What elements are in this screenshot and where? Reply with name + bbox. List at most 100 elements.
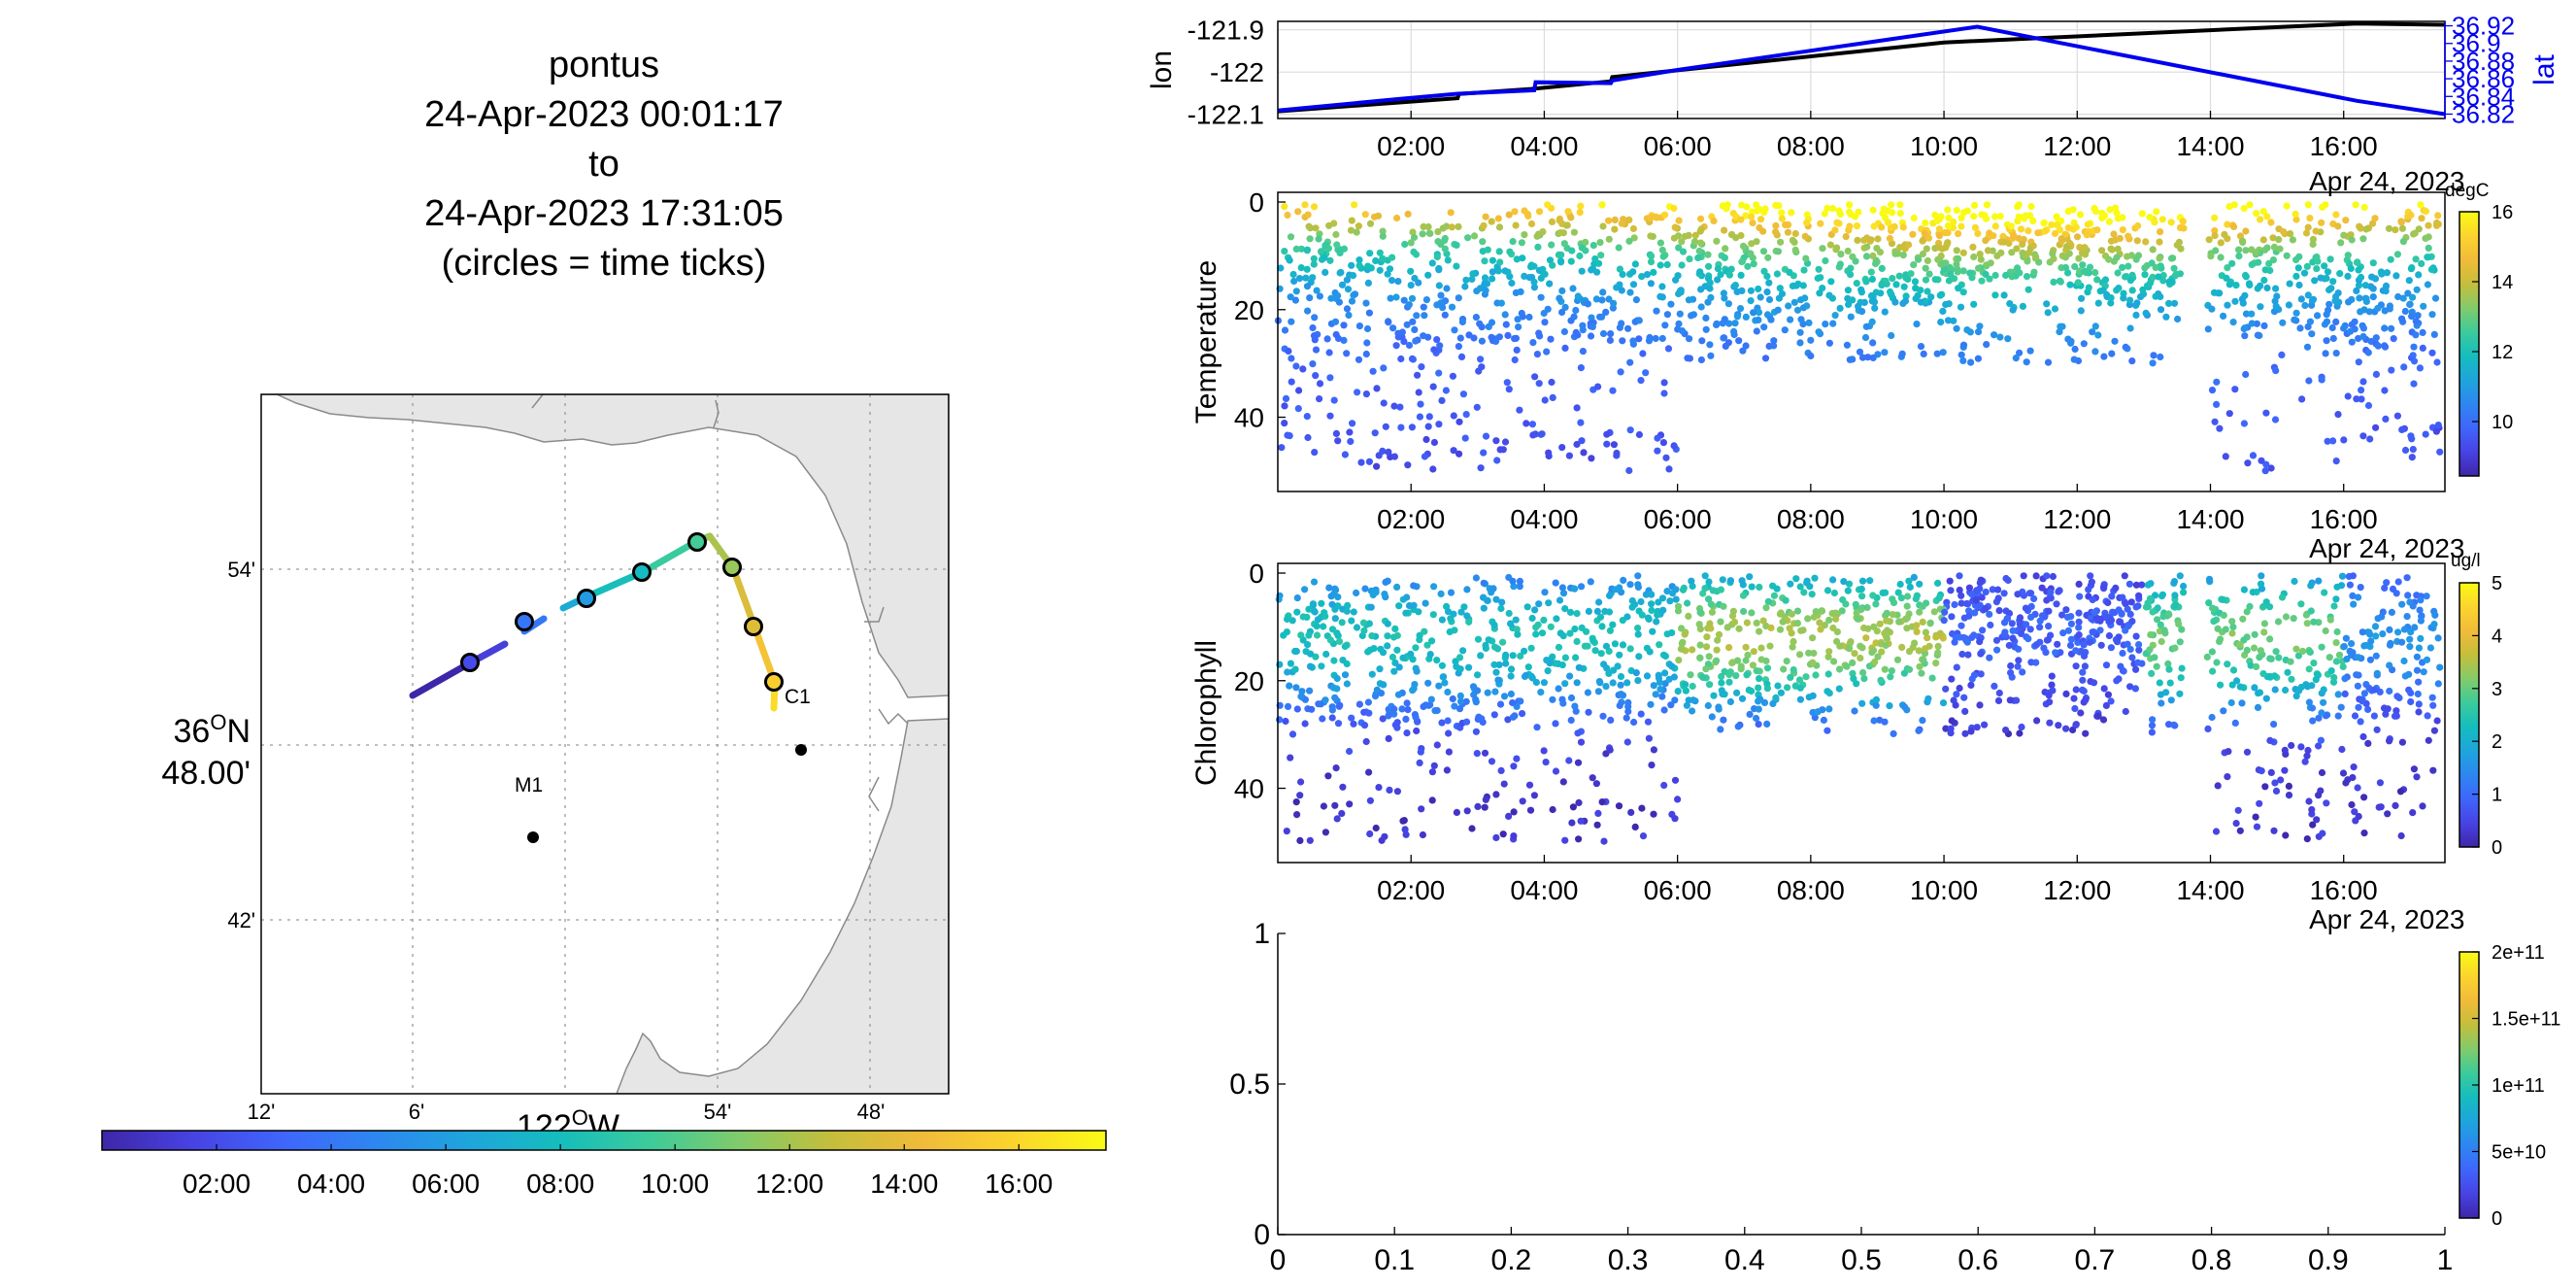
x-date-label: Apr 24, 2023 (2309, 166, 2464, 196)
scatter-point (2422, 234, 2429, 242)
scatter-point (2249, 589, 2257, 596)
scatter-point (2006, 696, 2014, 704)
scatter-point (2353, 395, 2360, 403)
scatter-point (1626, 358, 1634, 366)
scatter-point (1476, 320, 1484, 327)
scatter-point (2398, 224, 2406, 232)
scatter-point (1435, 266, 1443, 274)
scatter-point (2231, 719, 2239, 728)
scatter-point (2257, 216, 2264, 223)
scatter-point (2075, 609, 2083, 617)
scatter-point (2158, 216, 2166, 223)
scatter-point (1791, 246, 1799, 254)
scatter-point (1578, 267, 1586, 275)
scatter-point (1677, 645, 1685, 653)
scatter-point (1663, 588, 1671, 595)
scatter-point (1389, 324, 1397, 332)
scatter-point (1785, 302, 1792, 310)
scatter-point (1456, 692, 1464, 700)
scatter-point (1573, 637, 1581, 646)
scatter-point (1470, 232, 1479, 240)
y-tick-label: 1 (1254, 918, 1270, 950)
scatter-point (2224, 220, 2231, 228)
scatter-point (1777, 689, 1785, 696)
scatter-point (1483, 280, 1491, 288)
scatter-point (1455, 294, 1462, 302)
track-line (409, 532, 784, 712)
scatter-point (1870, 222, 1878, 230)
scatter-point (1726, 577, 1734, 585)
scatter-point (1437, 590, 1445, 598)
scatter-point (1896, 244, 1904, 252)
scatter-point (1355, 356, 1363, 363)
scatter-point (1609, 621, 1617, 628)
scatter-point (1388, 254, 1396, 261)
scatter-point (2008, 620, 2016, 627)
scatter-point (1519, 254, 1526, 262)
scatter-point (1316, 380, 1324, 388)
scatter-point (2159, 613, 2167, 621)
scatter-point (2281, 766, 2289, 774)
scatter-point (2417, 634, 2425, 643)
scatter-point (2132, 603, 2140, 611)
scatter-point (1588, 455, 1595, 462)
scatter-point (1764, 254, 1772, 261)
scatter-point (1778, 215, 1786, 222)
scatter-point (2328, 323, 2336, 332)
scatter-point (1869, 339, 1877, 347)
scatter-point (1512, 221, 1520, 229)
scatter-point (2318, 768, 2326, 777)
scatter-point (2366, 435, 2374, 443)
scatter-point (2225, 410, 2233, 418)
scatter-point (1388, 653, 1396, 661)
scatter-point (1682, 681, 1689, 689)
scatter-point (2323, 799, 2330, 807)
scatter-point (2334, 691, 2342, 698)
scatter-point (1694, 254, 1702, 262)
scatter-point (2135, 646, 2143, 654)
scatter-point (1480, 449, 1488, 457)
x-tick-label: 04:00 (1510, 131, 1578, 161)
scatter-point (1737, 216, 1745, 223)
scatter-point (2065, 250, 2073, 257)
scatter-point (2305, 377, 2313, 385)
scatter-point (1428, 637, 1436, 645)
scatter-point (2409, 809, 2417, 817)
scatter-point (1970, 671, 1978, 679)
scatter-point (1863, 603, 1871, 612)
scatter-point (2381, 343, 2390, 351)
scatter-point (1699, 590, 1707, 597)
scatter-point (2212, 247, 2220, 254)
scatter-point (2211, 232, 2219, 240)
scatter-point (1910, 573, 1918, 582)
scatter-point (1615, 244, 1623, 252)
scatter-point (2051, 229, 2059, 238)
scatter-point (1898, 643, 1906, 652)
scatter-point (1963, 326, 1971, 334)
scatter-point (2426, 644, 2434, 652)
scatter-point (2304, 291, 2312, 299)
scatter-point (2119, 649, 2126, 658)
scatter-point (1340, 336, 1348, 344)
scatter-point (1556, 596, 1564, 604)
scatter-point (2171, 644, 2179, 652)
scatter-point (1955, 285, 1962, 292)
scatter-point (2224, 661, 2231, 668)
time-tick-circle (515, 612, 534, 631)
scatter-point (2260, 628, 2268, 636)
scatter-point (2365, 628, 2373, 636)
scatter-point (2059, 629, 2067, 637)
scatter-point (1350, 608, 1357, 616)
scatter-point (1704, 275, 1713, 283)
scatter-point (1634, 630, 1642, 638)
scatter-point (1853, 609, 1860, 617)
scatter-point (1975, 264, 1983, 272)
scatter-point (2126, 645, 2134, 654)
scatter-point (2020, 572, 2027, 580)
scatter-point (2382, 710, 2390, 718)
scatter-point (1338, 619, 1346, 627)
station-c1-label: C1 (785, 686, 811, 708)
scatter-point (1535, 380, 1543, 388)
scatter-point (1759, 227, 1767, 235)
